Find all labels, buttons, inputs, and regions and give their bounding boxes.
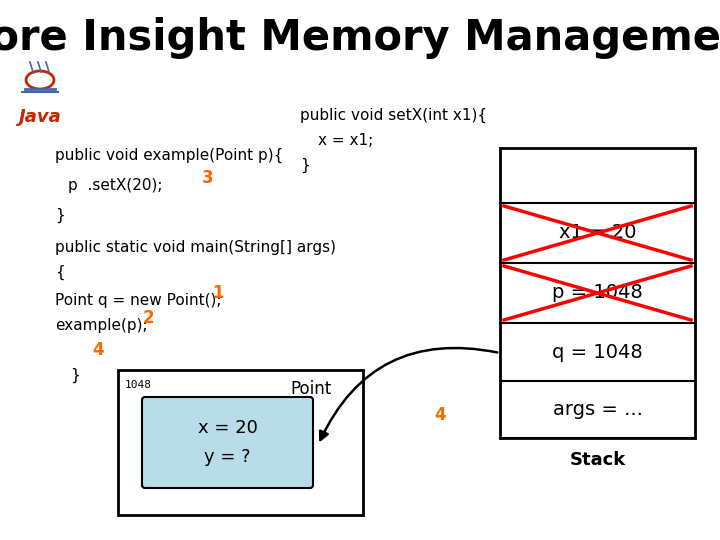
Text: 3: 3	[202, 169, 214, 187]
Text: Point q = new Point();: Point q = new Point();	[55, 293, 222, 308]
Text: }: }	[55, 208, 65, 223]
Text: example(p);: example(p);	[55, 318, 148, 333]
Bar	[118, 370, 363, 515]
Text: public void example(Point p){: public void example(Point p){	[55, 148, 284, 163]
Text: }: }	[70, 368, 80, 383]
Text: Stack: Stack	[570, 451, 626, 469]
Text: args = ...: args = ...	[552, 400, 642, 419]
Text: Point: Point	[290, 380, 331, 398]
Text: public void setX(int x1){: public void setX(int x1){	[300, 108, 487, 123]
Text: 4: 4	[92, 341, 104, 359]
Text: }: }	[300, 158, 310, 173]
Text: 2: 2	[142, 309, 154, 327]
Text: p  .setX(20);: p .setX(20);	[68, 178, 163, 193]
Text: More Insight Memory Management: More Insight Memory Management	[0, 17, 720, 59]
Text: public static void main(String[] args): public static void main(String[] args)	[55, 240, 336, 255]
Text: Java: Java	[19, 108, 61, 126]
Text: x = 20
y = ?: x = 20 y = ?	[197, 419, 258, 466]
Text: q = 1048: q = 1048	[552, 342, 643, 361]
FancyBboxPatch shape	[142, 397, 313, 488]
Text: x1 = 20: x1 = 20	[559, 224, 636, 242]
Text: x = x1;: x = x1;	[318, 133, 373, 148]
Text: p = 1048: p = 1048	[552, 284, 643, 302]
Text: 1: 1	[212, 284, 224, 302]
Text: {: {	[55, 265, 65, 280]
Text: 4: 4	[434, 406, 446, 424]
Bar	[500, 148, 695, 438]
Text: 1048: 1048	[125, 380, 152, 390]
